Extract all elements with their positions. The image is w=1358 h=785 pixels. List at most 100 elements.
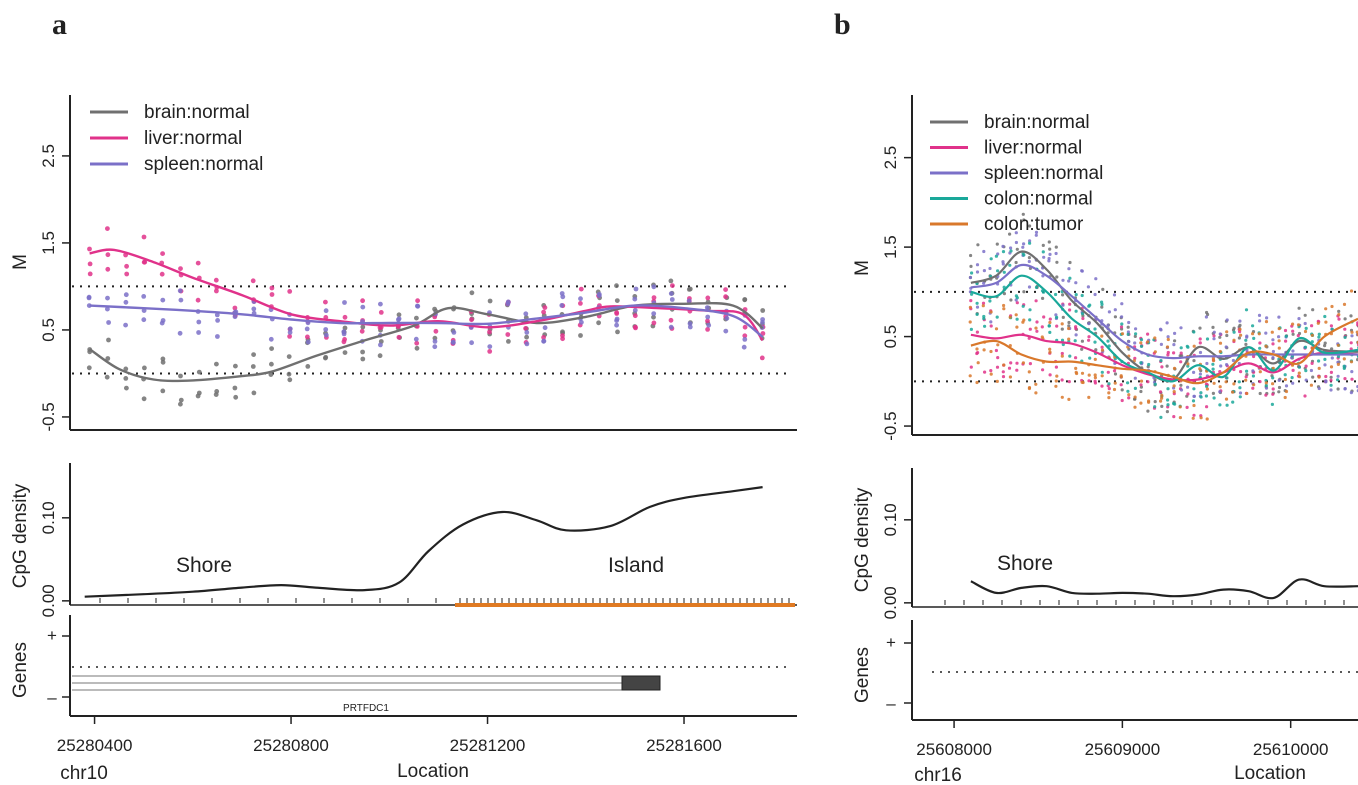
data-point	[1251, 374, 1255, 378]
data-point	[360, 298, 365, 304]
data-point	[1093, 376, 1097, 380]
b-genes-axis-label: Genes	[852, 647, 873, 703]
series-line	[970, 250, 1358, 382]
data-point	[651, 295, 657, 300]
b-m-axis-label: M	[852, 260, 873, 276]
data-point	[1291, 368, 1295, 372]
a-island-label: Island	[608, 554, 664, 577]
data-point	[141, 396, 147, 402]
data-point	[213, 392, 219, 397]
data-point	[1232, 338, 1236, 342]
data-point	[1014, 260, 1018, 265]
a-d-cpg-rug	[99, 598, 790, 603]
data-point	[104, 374, 110, 380]
data-point	[1081, 380, 1085, 385]
data-point	[742, 297, 748, 303]
data-point	[614, 316, 620, 322]
data-point	[1329, 375, 1333, 379]
data-point	[1270, 402, 1274, 406]
x-tick-label: 25610000	[1253, 740, 1329, 759]
data-point	[1027, 259, 1031, 264]
data-point	[1310, 333, 1314, 337]
data-point	[560, 294, 566, 300]
data-point	[1087, 304, 1091, 308]
data-point	[1290, 376, 1294, 380]
data-point	[1303, 394, 1307, 398]
data-point	[1317, 386, 1321, 391]
data-point	[1277, 385, 1282, 390]
data-point	[1205, 384, 1209, 388]
data-point	[487, 344, 493, 349]
data-point	[1323, 314, 1327, 319]
data-point	[1153, 400, 1157, 404]
data-point	[1007, 366, 1012, 370]
data-point	[396, 312, 402, 318]
data-point	[1225, 403, 1229, 407]
data-point	[1310, 324, 1314, 328]
data-point	[1218, 335, 1222, 339]
data-point	[1343, 387, 1347, 391]
y-tick-label: 1.5	[881, 235, 900, 259]
data-point	[1192, 330, 1196, 334]
data-point	[1061, 303, 1065, 307]
data-point	[1060, 338, 1065, 342]
data-point	[233, 394, 239, 400]
panel-b-cpg-density-plot: 0.00 0.10 CpG density Shore	[852, 468, 1358, 619]
data-point	[1034, 233, 1038, 237]
data-point	[1060, 354, 1064, 358]
data-point	[1060, 322, 1064, 326]
data-point	[1212, 330, 1216, 334]
data-point	[178, 373, 183, 379]
data-point	[995, 315, 999, 319]
data-point	[1350, 330, 1354, 334]
data-point	[1225, 376, 1229, 380]
data-point	[1238, 323, 1242, 327]
data-point	[1349, 341, 1353, 345]
data-point	[989, 320, 993, 324]
data-point	[541, 338, 546, 344]
data-point	[1349, 289, 1354, 293]
data-point	[1232, 330, 1236, 334]
data-point	[1015, 361, 1019, 365]
data-point	[969, 253, 973, 258]
data-point	[1330, 304, 1334, 309]
data-point	[632, 307, 638, 313]
data-point	[232, 314, 238, 320]
legend-entry: liver:normal	[984, 138, 1082, 159]
data-point	[1271, 366, 1275, 370]
a-m-axis-label: M	[10, 254, 31, 270]
data-point	[1198, 341, 1202, 345]
data-point	[1061, 315, 1065, 319]
data-point	[360, 356, 366, 362]
data-point	[1165, 345, 1170, 349]
data-point	[686, 298, 692, 304]
data-point	[160, 356, 166, 362]
data-point	[86, 365, 92, 371]
data-point	[969, 327, 974, 331]
data-point	[487, 349, 493, 354]
data-point	[251, 352, 256, 357]
data-point	[360, 324, 366, 330]
data-point	[1264, 331, 1268, 335]
data-point	[1133, 334, 1137, 338]
data-point	[1054, 245, 1058, 249]
data-point	[1022, 290, 1026, 294]
data-point	[1224, 380, 1228, 384]
data-point	[1349, 360, 1354, 364]
data-point	[1028, 239, 1032, 243]
data-point	[706, 322, 712, 328]
data-point	[305, 334, 310, 340]
data-point	[396, 334, 402, 340]
data-point	[251, 306, 257, 312]
data-point	[1258, 370, 1262, 374]
data-point	[1324, 307, 1328, 311]
data-point	[1048, 373, 1052, 377]
data-point	[1100, 374, 1104, 378]
data-point	[1153, 405, 1157, 409]
data-point	[1296, 323, 1301, 327]
data-point	[1001, 370, 1005, 374]
data-point	[1258, 391, 1262, 396]
data-point	[1232, 382, 1236, 386]
data-point	[981, 301, 986, 305]
data-point	[1205, 361, 1209, 366]
